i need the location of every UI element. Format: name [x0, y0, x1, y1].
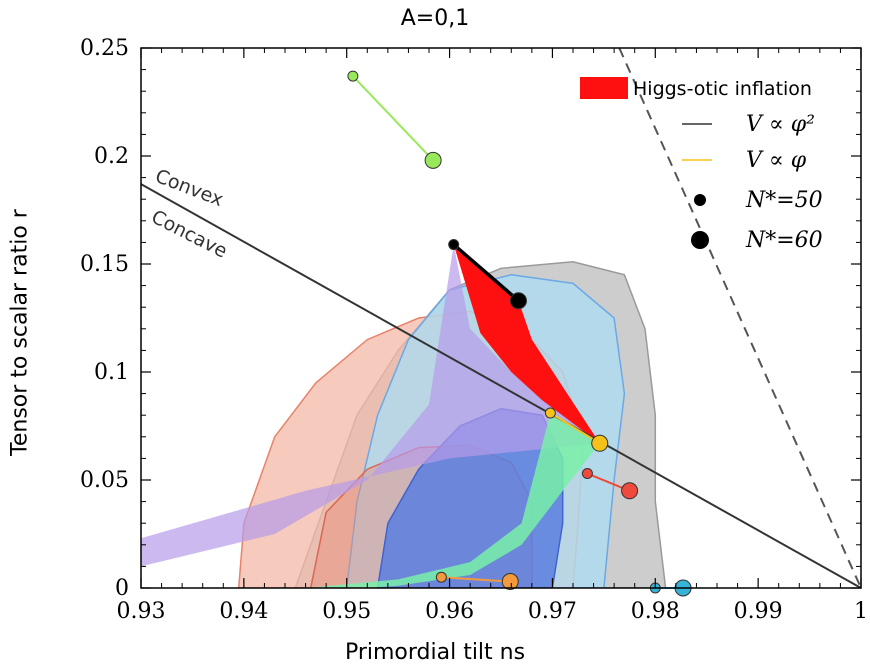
series-0-segment — [352, 75, 434, 162]
y-tick-label: 0.05 — [80, 468, 129, 493]
series-1-point-n50 — [448, 239, 460, 251]
line-convex-concave-boundary — [141, 183, 861, 588]
reference-lines — [141, 48, 861, 588]
contour-regions — [141, 244, 667, 588]
chart-title: A=0,1 — [400, 6, 470, 31]
series-4-point-n50 — [435, 571, 447, 583]
x-tick-label: 0.94 — [219, 599, 268, 624]
legend-n50-swatch — [694, 194, 706, 206]
series-2-point-n50 — [544, 407, 556, 419]
legend-n60-label: N*=60 — [745, 228, 823, 253]
x-tick-label: 0.96 — [425, 599, 474, 624]
band-purple — [141, 244, 600, 567]
y-tick-label: 0.1 — [94, 360, 129, 385]
higgs-otic-region — [453, 244, 600, 444]
series-1-segment — [452, 243, 520, 303]
band-green — [305, 413, 600, 588]
y-tick-label: 0.15 — [80, 252, 129, 277]
x-tick-label: 0.97 — [528, 599, 577, 624]
data-marks — [347, 70, 692, 597]
series-2-segment — [549, 412, 601, 445]
legend-higgs-label: Higgs-otic inflation — [633, 78, 812, 100]
x-tick-label: 0.98 — [631, 599, 680, 624]
x-tick-label: 1 — [854, 599, 868, 624]
legend-higgs-swatch — [580, 77, 628, 99]
legend-phi-label: V ∝ φ — [746, 148, 807, 173]
series-2-point-n60 — [591, 434, 609, 452]
x-tick-label: 0.99 — [734, 599, 783, 624]
plot-frame — [140, 47, 862, 589]
line-dashed-boundary — [618, 48, 861, 588]
series-0-point-n50 — [347, 70, 359, 82]
legend-n60-swatch — [691, 231, 709, 249]
legend: Higgs-otic inflation V ∝ φ² V ∝ φ N*=50 … — [580, 77, 823, 253]
x-axis-label: Primordial tilt ns — [344, 640, 526, 665]
legend-phi2-label: V ∝ φ² — [746, 112, 815, 137]
y-tick-label: 0.25 — [80, 36, 129, 61]
x-tick-label: 0.95 — [322, 599, 371, 624]
x-tick-label: 0.93 — [117, 599, 166, 624]
y-tick-label: 0.2 — [94, 144, 129, 169]
y-tick-label: 0 — [115, 576, 129, 601]
series-4-segment — [441, 576, 511, 583]
series-3-point-n60 — [621, 482, 639, 500]
axes: 0.93 0.94 0.95 0.96 0.97 0.98 0.99 1 0 0.05 0.1 0.1… — [80, 36, 868, 624]
series-1-point-n60 — [509, 292, 527, 310]
series-4-point-n60 — [501, 573, 519, 591]
series-0-point-n60 — [424, 151, 442, 169]
legend-n50-label: N*=50 — [745, 188, 823, 213]
annotation-convex: Convex — [152, 165, 226, 211]
annotation-concave: Concave — [148, 206, 231, 263]
series-3-point-n50 — [581, 468, 593, 480]
